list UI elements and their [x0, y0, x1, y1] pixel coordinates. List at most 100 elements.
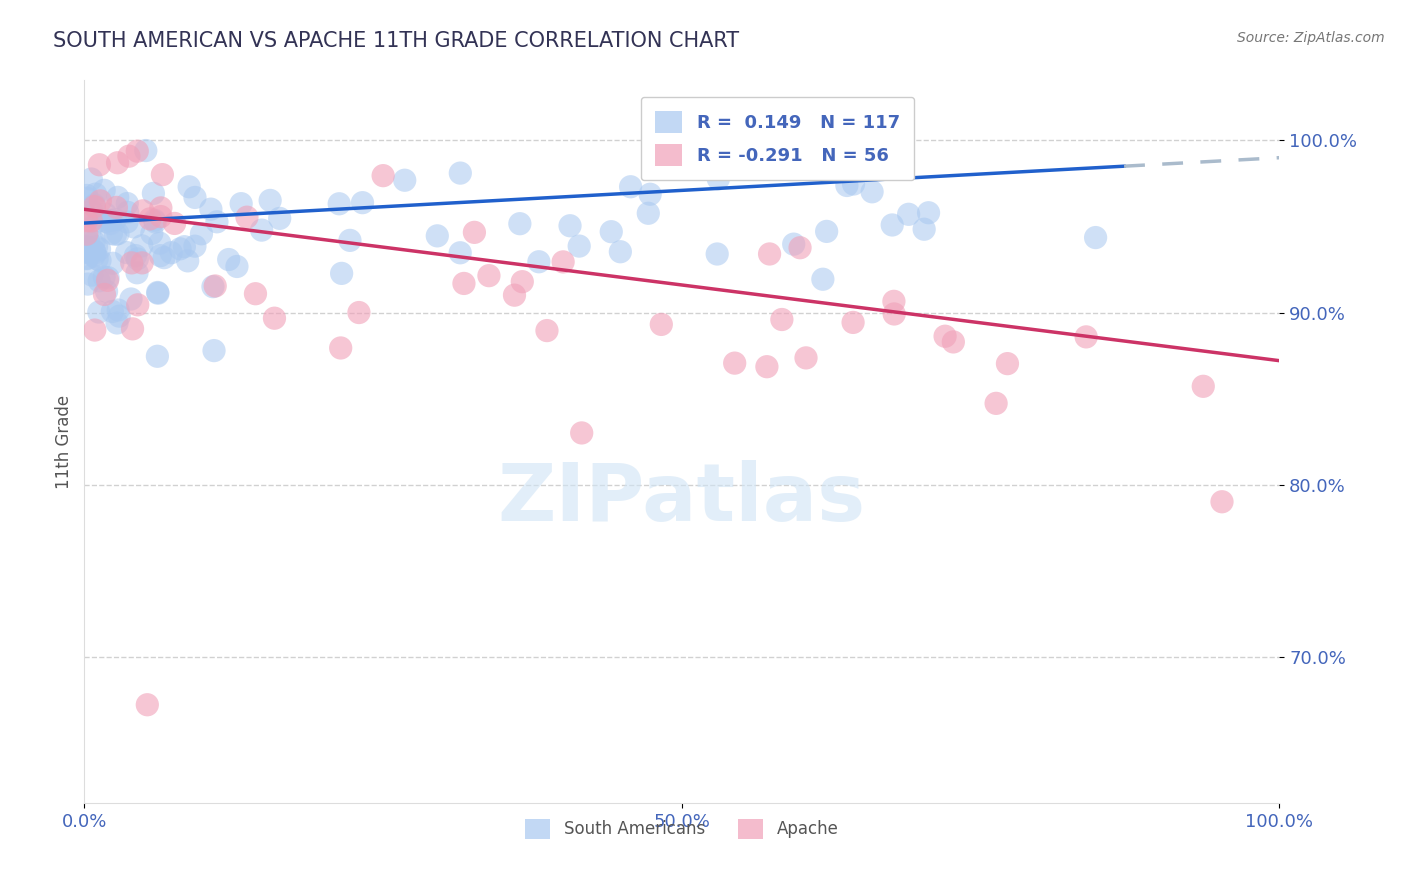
Point: [76, 252, 98, 266]
Point: [860, 185, 883, 199]
Point: [755, 359, 778, 374]
Point: [329, 341, 352, 355]
Point: [352, 195, 374, 210]
Point: [83, 244, 105, 258]
Point: [117, 205, 139, 219]
Point: [883, 307, 905, 321]
Point: [571, 425, 593, 440]
Point: [917, 206, 939, 220]
Point: [77, 245, 100, 260]
Point: [86, 252, 108, 266]
Point: [794, 351, 817, 365]
Point: [740, 161, 762, 175]
Point: [143, 215, 166, 229]
Point: [89, 158, 111, 172]
Point: [100, 213, 122, 227]
Point: [139, 211, 162, 226]
Point: [811, 272, 834, 286]
Point: [1084, 230, 1107, 244]
Point: [815, 224, 838, 238]
Point: [101, 256, 124, 270]
Point: [76, 277, 98, 291]
Point: [76, 243, 98, 257]
Point: [76, 227, 98, 242]
Point: [510, 275, 533, 289]
Point: [527, 254, 550, 268]
Point: [84, 187, 107, 202]
Point: [76, 214, 98, 228]
Point: [509, 217, 531, 231]
Point: [104, 212, 127, 227]
Point: [132, 203, 155, 218]
Point: [107, 303, 129, 318]
Point: [101, 304, 124, 318]
Point: [897, 207, 920, 221]
Point: [127, 298, 149, 312]
Point: [93, 270, 115, 285]
Text: SOUTH AMERICAN VS APACHE 11TH GRADE CORRELATION CHART: SOUTH AMERICAN VS APACHE 11TH GRADE CORR…: [53, 31, 740, 51]
Point: [80, 172, 103, 186]
Point: [184, 190, 207, 204]
Point: [150, 168, 173, 182]
Point: [86, 240, 108, 254]
Point: [122, 219, 145, 234]
Point: [93, 183, 115, 197]
Point: [142, 186, 165, 201]
Point: [503, 288, 526, 302]
Point: [107, 155, 129, 169]
Point: [149, 201, 172, 215]
Point: [80, 203, 103, 218]
Point: [83, 249, 105, 263]
Point: [553, 255, 575, 269]
Point: [146, 349, 169, 363]
Point: [236, 210, 259, 224]
Point: [842, 315, 865, 329]
Point: [94, 207, 117, 221]
Point: [121, 256, 143, 270]
Point: [87, 305, 110, 319]
Point: [202, 343, 225, 358]
Point: [80, 221, 103, 235]
Point: [201, 279, 224, 293]
Point: [783, 237, 806, 252]
Point: [1192, 379, 1215, 393]
Point: [146, 285, 169, 300]
Point: [558, 219, 581, 233]
Point: [163, 216, 186, 230]
Point: [245, 286, 267, 301]
Point: [143, 213, 166, 227]
Point: [173, 240, 195, 254]
Point: [89, 242, 111, 256]
Point: [131, 239, 153, 253]
Point: [789, 241, 811, 255]
Point: [568, 239, 591, 253]
Point: [76, 240, 98, 254]
Point: [135, 144, 157, 158]
Point: [449, 166, 471, 180]
Point: [758, 247, 780, 261]
Point: [127, 252, 149, 266]
Point: [394, 173, 416, 187]
Point: [124, 249, 146, 263]
Point: [706, 247, 728, 261]
Point: [121, 322, 143, 336]
Point: [83, 323, 105, 337]
Point: [259, 194, 281, 208]
Point: [912, 222, 935, 236]
Point: [269, 211, 291, 226]
Point: [127, 144, 149, 158]
Point: [883, 294, 905, 309]
Point: [1076, 330, 1098, 344]
Point: [724, 356, 747, 370]
Point: [89, 253, 111, 268]
Point: [984, 396, 1007, 410]
Point: [330, 266, 353, 280]
Point: [226, 260, 249, 274]
Point: [131, 256, 153, 270]
Point: [80, 214, 103, 228]
Point: [83, 200, 105, 214]
Point: [83, 245, 105, 260]
Point: [650, 318, 672, 332]
Point: [1211, 494, 1233, 508]
Point: [218, 252, 240, 267]
